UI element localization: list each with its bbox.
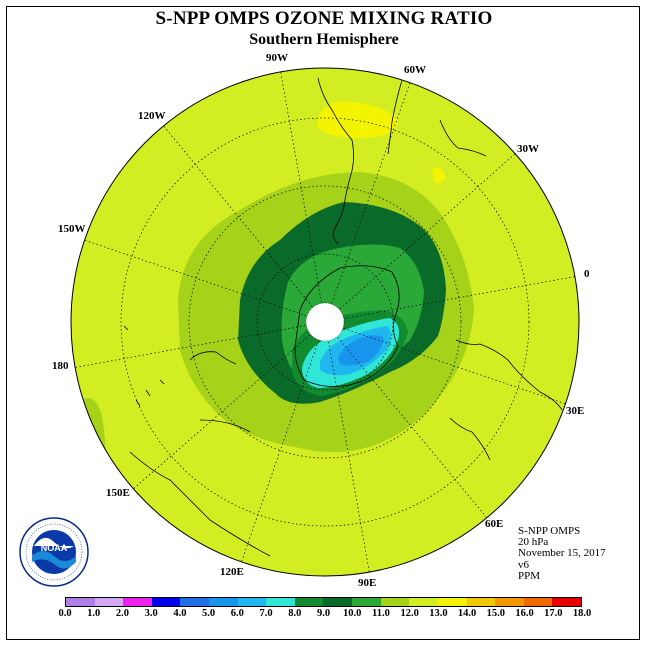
colorbar-tick-label: 13.0 (429, 608, 448, 619)
colorbar-swatch (94, 598, 124, 606)
colorbar-tick-label: 17.0 (544, 608, 563, 619)
lon-label-120w: 120W (138, 110, 166, 122)
noaa-logo-icon: NOAA (19, 517, 89, 587)
colorbar-tick-label: 16.0 (515, 608, 534, 619)
info-block: S-NPP OMPS 20 hPa November 15, 2017 v6 P… (518, 525, 606, 582)
colorbar-swatch (523, 598, 553, 606)
colorbar-swatch (323, 598, 353, 606)
colorbar-swatch (209, 598, 238, 606)
colorbar-swatch (409, 598, 438, 606)
lon-label-150e: 150E (106, 487, 130, 499)
colorbar-swatch (237, 598, 267, 606)
colorbar-tick-label: 2.0 (115, 608, 129, 619)
lon-label-30w: 30W (517, 143, 539, 155)
colorbar-swatch (266, 598, 295, 606)
lon-label-120e: 120E (220, 566, 244, 578)
colorbar-tick-label: 3.0 (144, 608, 158, 619)
info-date: November 15, 2017 (518, 547, 606, 560)
colorbar-swatch (180, 598, 210, 606)
logo-text: NOAA (41, 543, 68, 553)
colorbar-tick-label: 12.0 (400, 608, 419, 619)
colorbar-swatch (294, 598, 324, 606)
figure-frame (6, 6, 640, 640)
colorbar-tick-label: 6.0 (230, 608, 244, 619)
colorbar-tick-label: 18.0 (572, 608, 592, 619)
colorbar-swatch (380, 598, 410, 606)
colorbar-tick-label: 0.0 (58, 608, 72, 619)
info-version: v6 (518, 558, 529, 571)
colorbar-tick-label: 7.0 (259, 608, 273, 619)
info-instrument: S-NPP OMPS (518, 525, 581, 537)
polar-night-cap (306, 303, 344, 341)
colorbar-swatch (495, 598, 524, 606)
colorbar (65, 597, 582, 607)
colorbar-tick-label: 8.0 (288, 608, 302, 619)
lon-label-150w: 150W (58, 223, 86, 235)
colorbar-swatch (466, 598, 496, 606)
lon-label-0: 0 (584, 268, 590, 280)
info-units: PPM (518, 569, 541, 582)
lon-label-60w: 60W (404, 64, 426, 76)
colorbar-tick-label: 14.0 (457, 608, 477, 619)
colorbar-tick-label: 5.0 (202, 608, 216, 619)
colorbar-swatch (352, 598, 381, 606)
lon-label-30e: 30E (566, 405, 585, 417)
lon-label-180: 180 (52, 360, 69, 372)
colorbar-swatch (123, 598, 152, 606)
lon-label-60e: 60E (485, 518, 504, 530)
map-subtitle: Southern Hemisphere (249, 31, 399, 48)
colorbar-tick-label: 10.0 (343, 608, 362, 619)
map-boundary (70, 67, 580, 577)
colorbar-tick-label: 4.0 (173, 608, 187, 619)
info-level: 20 hPa (518, 536, 549, 549)
coastlines (123, 77, 563, 557)
colorbar-tick-label: 9.0 (316, 608, 331, 619)
map-title: S-NPP OMPS OZONE MIXING RATIO (155, 8, 493, 29)
lon-label-90w: 90W (266, 52, 288, 64)
graticule (71, 68, 579, 576)
colorbar-swatch (151, 598, 181, 606)
colorbar-tick-label: 1.0 (87, 608, 101, 619)
colorbar-tick-label: 15.0 (486, 608, 506, 619)
colorbar-swatch (552, 598, 581, 606)
colorbar-swatch (66, 598, 95, 606)
lon-label-90e: 90E (358, 577, 377, 589)
colorbar-swatch (437, 598, 467, 606)
colorbar-tick-label: 11.0 (372, 608, 390, 619)
